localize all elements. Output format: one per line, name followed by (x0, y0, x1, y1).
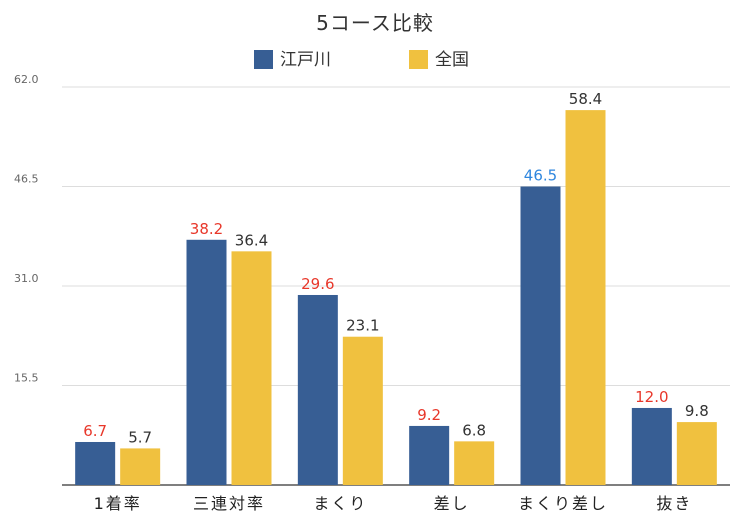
data-label: 12.0 (635, 388, 668, 406)
data-labels: 6.7 5.7 38.2 36.4 29.6 23.1 9.2 6.8 46.5 58.4 12.0… (83, 90, 709, 446)
legend-swatch-national (409, 50, 428, 69)
data-label: 36.4 (235, 231, 268, 249)
bar-national (454, 441, 495, 485)
data-label: 6.7 (83, 422, 107, 440)
chart-title: 5コース比較 (316, 11, 434, 35)
bar-national (120, 448, 161, 485)
data-label: 58.4 (569, 90, 602, 108)
bar-national (231, 251, 272, 485)
data-label: 38.2 (190, 220, 223, 238)
data-label: 23.1 (346, 317, 379, 335)
data-label: 6.8 (462, 421, 486, 439)
legend-swatch-edogawa (254, 50, 273, 69)
bar-edogawa (631, 407, 672, 485)
bar-edogawa (409, 425, 450, 485)
bar-national (342, 336, 383, 485)
y-tick-label: 15.5 (14, 372, 39, 385)
bars (75, 110, 717, 485)
data-label: 5.7 (128, 428, 152, 446)
bar-edogawa (186, 239, 227, 485)
y-tick-label: 31.0 (14, 272, 39, 285)
y-tick-label: 62.0 (14, 73, 39, 86)
x-tick-label: 1着率 (94, 494, 142, 513)
data-label: 9.2 (417, 406, 441, 424)
legend: 江戸川 全国 (254, 50, 469, 70)
data-label: 9.8 (685, 402, 709, 420)
bar-edogawa (520, 186, 561, 485)
x-tick-label: 差し (434, 494, 470, 513)
data-label: 29.6 (301, 275, 334, 293)
legend-label-national: 全国 (435, 50, 469, 70)
x-tick-label: まくり差し (518, 494, 608, 513)
legend-label-edogawa: 江戸川 (280, 50, 331, 70)
x-tick-label: 抜き (656, 494, 692, 513)
bar-national (676, 422, 717, 485)
bar-edogawa (297, 294, 338, 485)
data-label: 46.5 (524, 167, 557, 185)
x-tick-label: 三連対率 (193, 494, 265, 513)
bar-national (565, 110, 606, 485)
y-tick-label: 46.5 (14, 173, 39, 186)
x-tick-label: まくり (313, 494, 367, 513)
gridlines: 62.0 46.5 31.0 15.5 (14, 73, 730, 486)
bar-edogawa (75, 441, 116, 485)
x-axis-ticks: 1着率 三連対率 まくり 差し まくり差し 抜き (94, 494, 692, 513)
